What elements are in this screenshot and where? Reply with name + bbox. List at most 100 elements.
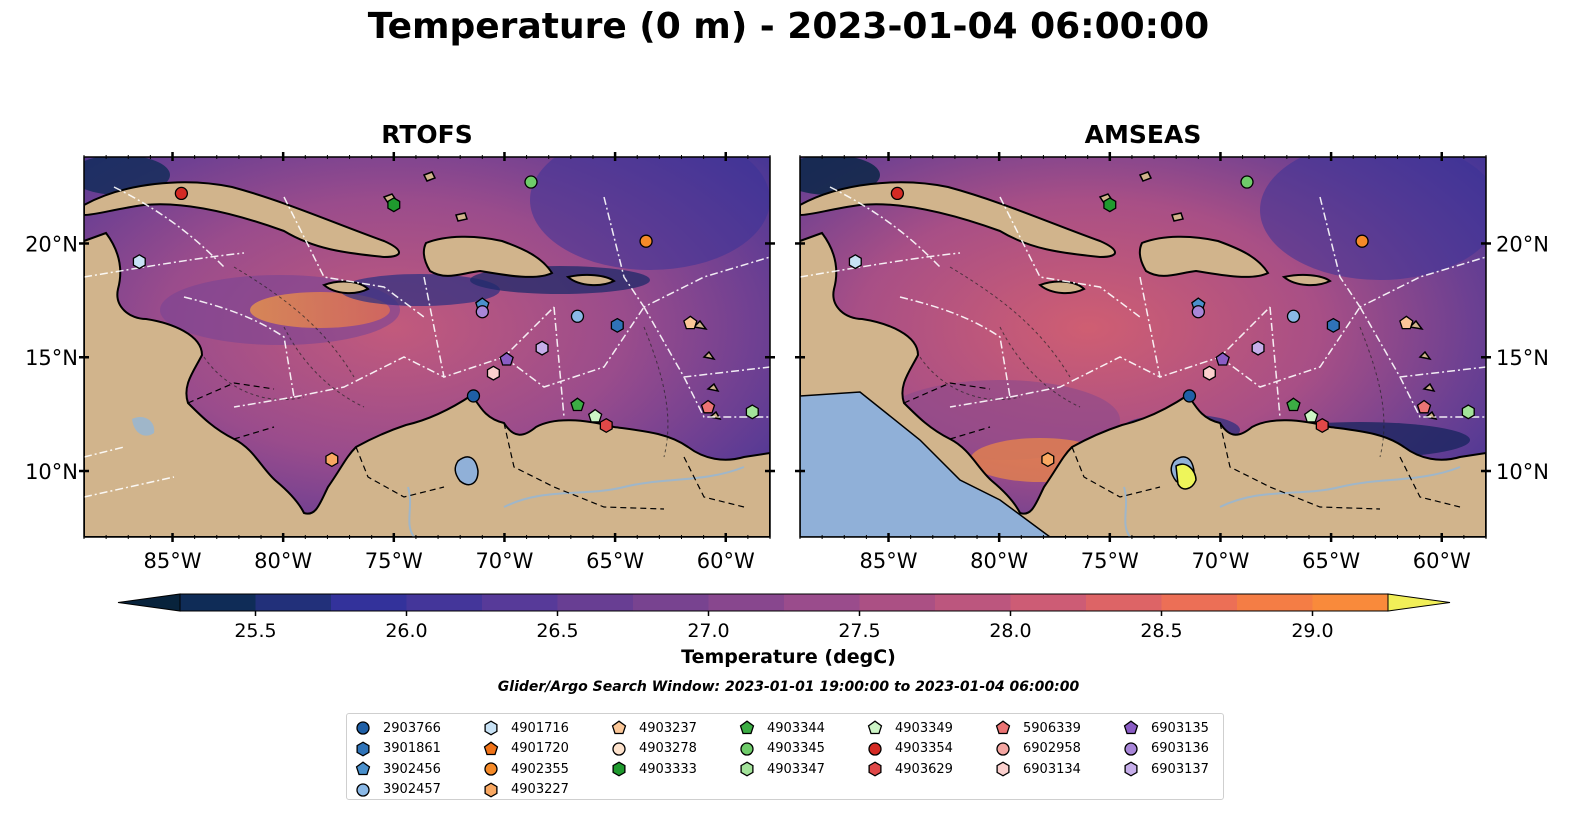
- pentagon-marker-icon: [995, 720, 1011, 735]
- pentagon-marker-icon: [739, 720, 755, 735]
- observation-marker: [1240, 175, 1254, 189]
- legend-marker: [1123, 720, 1139, 735]
- legend-label: 3902457: [383, 782, 441, 798]
- legend-label: 4903278: [639, 741, 697, 757]
- circle-marker-icon: [868, 742, 882, 756]
- circle-marker-icon: [484, 762, 498, 776]
- legend-label: 4903349: [895, 720, 953, 736]
- circle-marker-icon: [740, 742, 754, 756]
- observation-marker: [1303, 408, 1319, 423]
- legend-label: 4902355: [511, 761, 569, 777]
- y-tick-label-left: 20°N: [25, 232, 78, 256]
- legend-column: 4901716 4901720 4902355 4903227: [483, 718, 569, 800]
- observation-marker: [499, 351, 514, 366]
- x-tick-label: 80°W: [254, 549, 312, 573]
- legend-marker: [484, 720, 498, 736]
- colorbar-bin: [406, 594, 483, 611]
- colorbar-bin: [708, 594, 785, 611]
- colorbar-tick-label: 28.0: [989, 620, 1031, 642]
- y-tick-label-left: 10°N: [25, 460, 78, 484]
- colorbar-tick-label: 28.5: [1140, 620, 1182, 642]
- y-tick-label-right: 20°N: [1496, 232, 1549, 256]
- observation-marker: [610, 317, 624, 333]
- legend-entry: 6903135: [1123, 718, 1209, 739]
- legend-marker: [356, 741, 370, 757]
- legend-column: 2903766 3901861 3902456 3902457: [355, 718, 441, 800]
- observation-marker: [387, 197, 401, 213]
- observation-marker: [1286, 309, 1301, 323]
- legend-entry: 3902457: [355, 780, 441, 801]
- x-tick-label: 65°W: [586, 549, 644, 573]
- legend-marker: [1124, 742, 1138, 756]
- colorbar-bin: [557, 594, 634, 611]
- observation-marker: [475, 305, 489, 319]
- x-tick-label: 70°W: [1191, 549, 1249, 573]
- legend-entry: 4903629: [867, 759, 953, 780]
- legend-marker: [1124, 761, 1138, 777]
- legend-marker: [356, 783, 370, 797]
- legend-entry: 6902958: [995, 739, 1081, 760]
- observation-marker: [466, 389, 481, 403]
- legend-column: 4903344 4903345 4903347: [739, 718, 825, 780]
- colorbar-tick-label: 27.0: [687, 620, 729, 642]
- legend-marker: [612, 742, 626, 756]
- observation-marker: [1191, 305, 1205, 319]
- legend-entry: 4903344: [739, 718, 825, 739]
- legend-label: 6903134: [1023, 761, 1081, 777]
- pentagon-marker-icon: [355, 761, 371, 776]
- legend-entry: 4903227: [483, 780, 569, 801]
- x-tick-label: 75°W: [365, 549, 423, 573]
- observation-marker: [587, 408, 603, 423]
- legend-entry: 2903766: [355, 718, 441, 739]
- observation-marker: [700, 399, 716, 414]
- legend-marker: [484, 762, 498, 776]
- x-tick-label: 70°W: [475, 549, 533, 573]
- observation-marker: [1286, 397, 1301, 412]
- legend-entry: 4901720: [483, 739, 569, 760]
- legend-column: 4903349 4903354 4903629: [867, 718, 953, 780]
- observation-marker: [745, 404, 759, 420]
- colorbar-bin: [331, 594, 407, 611]
- circle-marker-icon: [356, 783, 370, 797]
- legend-marker: [356, 721, 370, 735]
- colorbar-bin: [1312, 594, 1389, 611]
- observation-marker: [535, 340, 549, 356]
- observation-marker: [1202, 365, 1216, 381]
- observation-marker: [1461, 404, 1475, 420]
- y-tick-label-right: 10°N: [1496, 460, 1549, 484]
- observation-marker: [639, 234, 653, 248]
- legend-entry: 4903345: [739, 739, 825, 760]
- legend-entry: 4903347: [739, 759, 825, 780]
- observation-marker: [524, 175, 538, 189]
- hexagon-marker-icon: [484, 782, 498, 798]
- legend-entry: 4903333: [611, 759, 697, 780]
- colorbar-bin: [1086, 594, 1162, 611]
- figure-title: Temperature (0 m) - 2023-01-04 06:00:00: [367, 6, 1210, 47]
- legend-marker: [995, 720, 1011, 735]
- legend-column: 5906339 6902958 6903134: [995, 718, 1081, 780]
- legend-marker: [868, 761, 882, 777]
- legend-label: 4903629: [895, 761, 953, 777]
- y-tick-label-left: 15°N: [25, 346, 78, 370]
- legend-entry: 6903134: [995, 759, 1081, 780]
- x-tick-label: 85°W: [860, 549, 918, 573]
- colorbar-bin: [1010, 594, 1087, 611]
- pentagon-marker-icon: [483, 741, 499, 755]
- panel-title-amseas: AMSEAS: [1084, 120, 1202, 149]
- observation-marker: [890, 186, 905, 201]
- legend-marker: [739, 720, 755, 735]
- legend-label: 5906339: [1023, 720, 1081, 736]
- search-window-text: Glider/Argo Search Window: 2023-01-01 19…: [497, 679, 1080, 695]
- panel-title-rtofs: RTOFS: [381, 120, 473, 149]
- observation-marker: [174, 186, 189, 201]
- circle-marker-icon: [1124, 742, 1138, 756]
- y-tick-label-right: 15°N: [1496, 346, 1549, 370]
- legend-marker: [484, 782, 498, 798]
- map-panel-rtofs: [83, 156, 771, 538]
- colorbar-bin: [1237, 594, 1313, 611]
- observation-marker: [570, 309, 585, 323]
- circle-marker-icon: [612, 742, 626, 756]
- legend-marker: [355, 761, 371, 776]
- colorbar-bin: [784, 594, 860, 611]
- hexagon-marker-icon: [996, 761, 1010, 777]
